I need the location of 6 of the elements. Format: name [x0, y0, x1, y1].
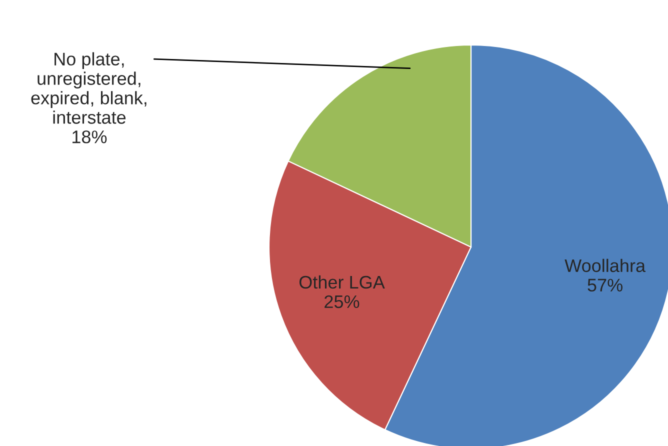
data-label: 25%: [324, 295, 360, 308]
data-label: 18%: [72, 130, 107, 144]
data-label: 57%: [588, 278, 622, 292]
slice-label: No plate, unregistered, expired, blank, interstate: [31, 52, 146, 124]
slice-label: Other LGA: [299, 275, 385, 289]
slice-label: Woollahra: [564, 258, 646, 272]
